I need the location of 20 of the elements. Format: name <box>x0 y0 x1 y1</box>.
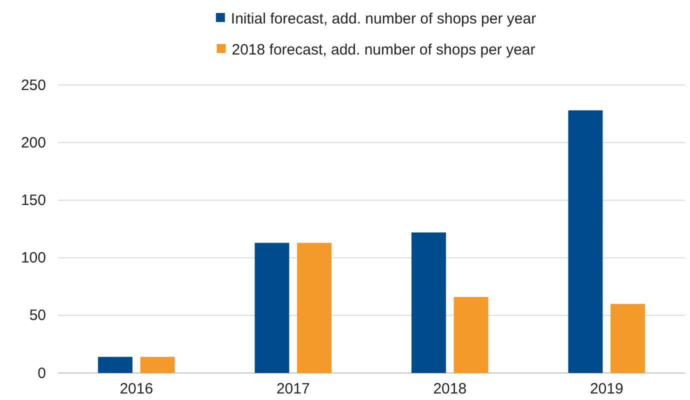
y-tick-label: 200 <box>20 134 46 152</box>
legend-label: 2018 forecast, add. number of shops per year <box>232 41 536 58</box>
x-tick-label: 2018 <box>433 380 467 398</box>
bar <box>140 356 175 373</box>
y-tick-label: 250 <box>20 76 46 94</box>
bar <box>454 296 488 373</box>
bar <box>411 232 446 373</box>
y-tick-label: 0 <box>38 364 46 382</box>
y-tick-label: 50 <box>29 307 46 324</box>
bar <box>254 242 290 373</box>
bar <box>568 110 603 373</box>
legend-label: Initial forecast, add. number of shops per year <box>230 10 536 28</box>
x-tick-label: 2019 <box>590 380 624 398</box>
bar <box>297 242 332 373</box>
y-tick-label: 150 <box>20 192 46 209</box>
bar <box>610 304 646 373</box>
bar <box>98 356 132 373</box>
x-tick-label: 2016 <box>120 380 154 398</box>
x-tick-label: 2017 <box>276 380 310 398</box>
y-tick-label: 100 <box>20 250 46 267</box>
